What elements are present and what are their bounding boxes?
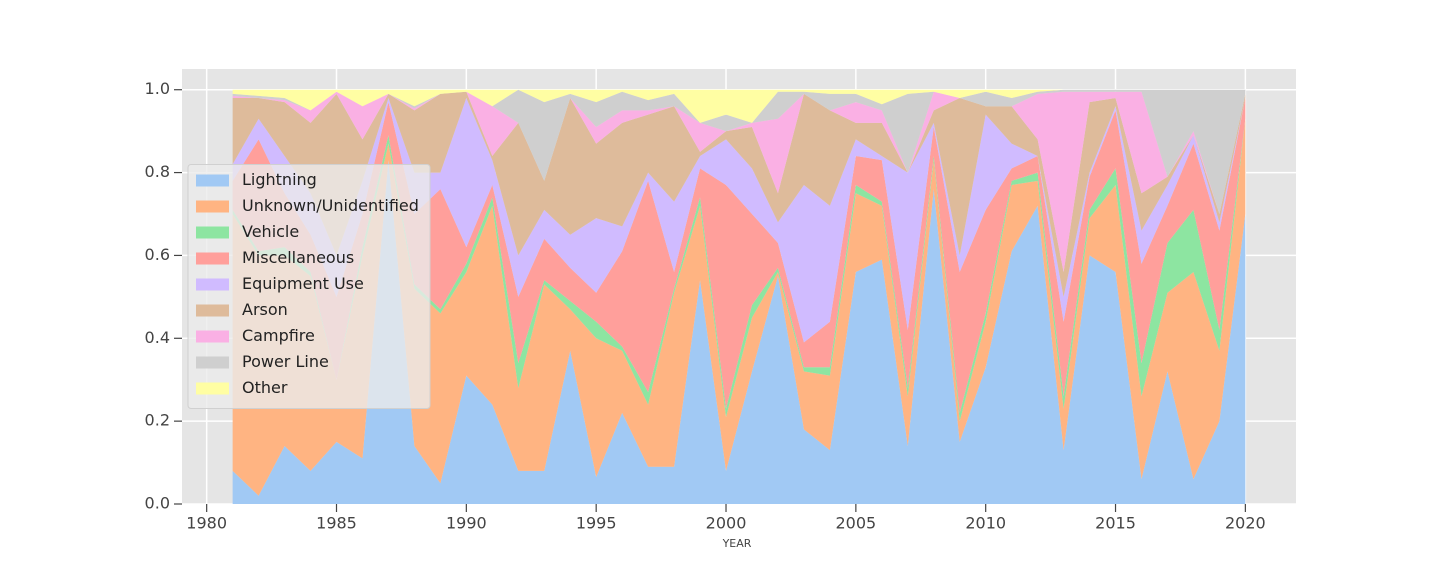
legend-swatch xyxy=(196,330,229,343)
area xyxy=(232,91,1246,297)
legend-label: Vehicle xyxy=(242,222,299,241)
y-tick-label: 0.6 xyxy=(145,245,170,264)
x-tick-label: 1995 xyxy=(576,514,617,533)
legend-swatch xyxy=(196,252,229,265)
legend-swatch xyxy=(196,356,229,369)
x-tick-label: 2000 xyxy=(706,514,747,533)
x-tick-label: 1990 xyxy=(446,514,487,533)
area xyxy=(232,91,1246,273)
x-tick-label: 1980 xyxy=(186,514,227,533)
area xyxy=(232,89,1246,123)
legend: Lightning Unknown/Unidentified Vehicle Misc… xyxy=(187,164,431,409)
axes: 0.0 0.2 0.4 0.6 0.8 1.0 1980 1985 1990 1995 2000 20… xyxy=(145,79,1266,532)
legend-label: Arson xyxy=(242,300,288,319)
area xyxy=(232,98,1246,413)
legend-swatch xyxy=(196,226,229,239)
legend-label: Equipment Use xyxy=(242,274,364,293)
area xyxy=(232,118,1246,496)
legend-label: Lightning xyxy=(242,170,317,189)
legend-label: Campfire xyxy=(242,326,315,345)
x-tick-label: 2015 xyxy=(1095,514,1136,533)
area xyxy=(232,118,1246,422)
y-tick-label: 0.0 xyxy=(145,494,170,513)
y-tick-label: 1.0 xyxy=(145,79,170,98)
x-tick-label: 1985 xyxy=(316,514,357,533)
legend-swatch xyxy=(196,278,229,291)
legend-swatch xyxy=(196,174,229,187)
x-tick-label: 2010 xyxy=(965,514,1006,533)
y-tick-label: 0.8 xyxy=(145,162,170,181)
y-tick-label: 0.2 xyxy=(145,411,170,430)
legend-swatch xyxy=(196,382,229,395)
x-tick-label: 2020 xyxy=(1225,514,1266,533)
legend-label: Unknown/Unidentified xyxy=(242,196,419,215)
legend-label: Power Line xyxy=(242,352,329,371)
y-tick-label: 0.4 xyxy=(145,328,170,347)
area xyxy=(232,98,1246,343)
legend-box xyxy=(187,164,431,409)
x-axis-label: YEAR xyxy=(722,537,752,550)
legend-swatch xyxy=(196,304,229,317)
legend-label: Other xyxy=(242,378,288,397)
x-tick-label: 2005 xyxy=(835,514,876,533)
legend-swatch xyxy=(196,200,229,213)
areas xyxy=(232,89,1246,504)
area xyxy=(232,160,1246,504)
legend-label: Miscellaneous xyxy=(242,248,354,267)
